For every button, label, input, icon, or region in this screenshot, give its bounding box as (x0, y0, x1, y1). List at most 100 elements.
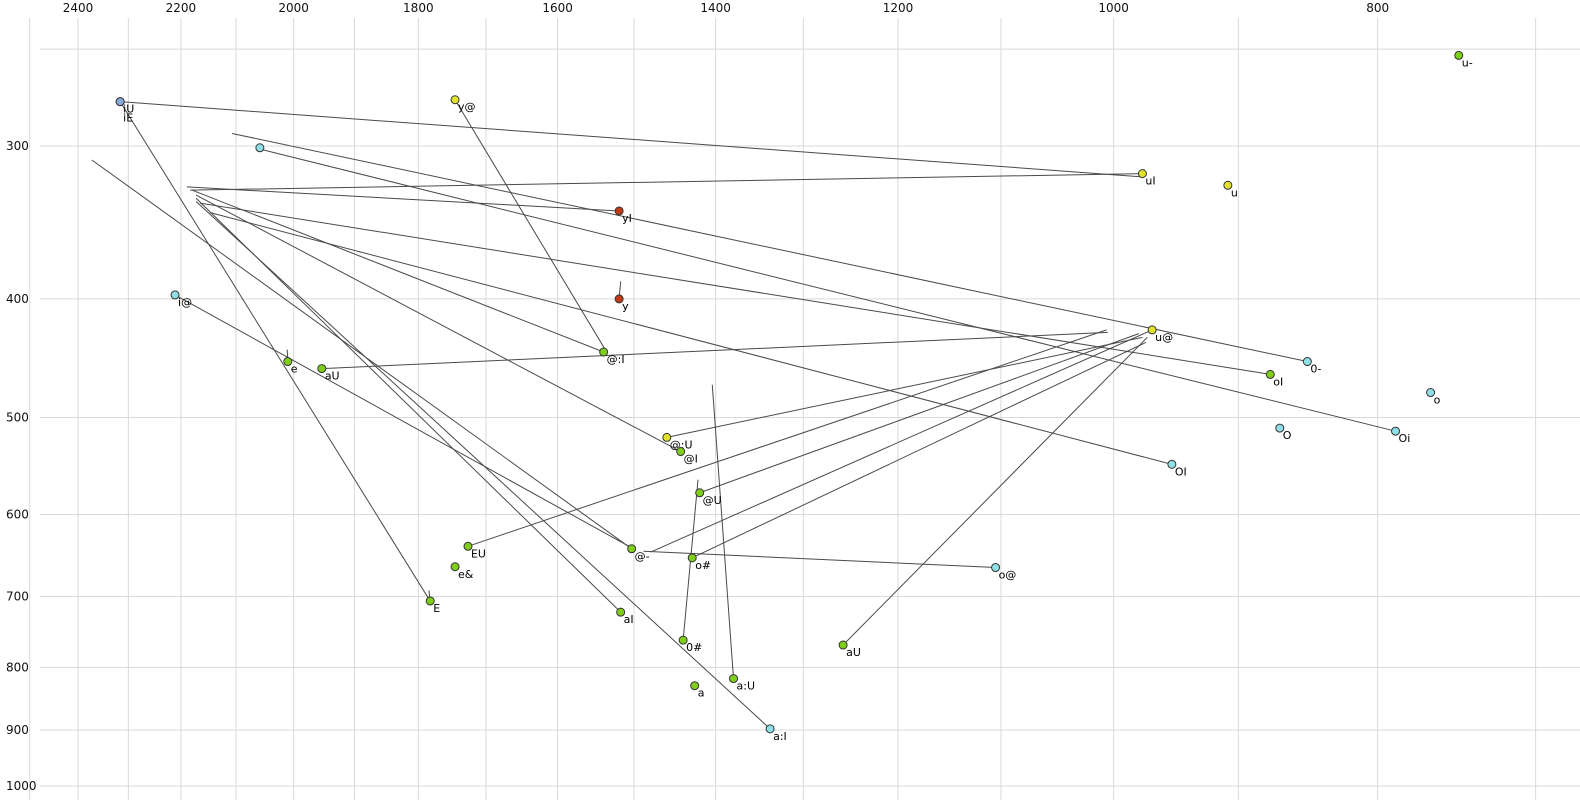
data-point-iE (115, 97, 125, 107)
point-label-aU: aU (846, 646, 861, 659)
trajectory-line-@:U (666, 336, 1143, 438)
trajectory-line-yI (186, 186, 620, 212)
point-label-@:U: @:U (670, 438, 693, 451)
point-label-iU: iU (123, 103, 134, 116)
trajectory-line-aU-front (321, 331, 1108, 370)
point-label-y: y (622, 300, 629, 313)
point-label-uI: uI (1145, 175, 1155, 188)
data-point-i@ (170, 290, 180, 300)
y-tick-label: 700 (6, 589, 29, 603)
x-tick-label: 800 (1366, 1, 1389, 15)
trajectory-line-@:I (192, 189, 604, 353)
trajectory-line-u@ (650, 329, 1153, 553)
data-point-@I (676, 447, 686, 457)
point-label-O: O (1283, 429, 1292, 442)
x-tick-label: 1200 (883, 1, 914, 15)
trajectory-line-0- (231, 132, 1308, 363)
y-tick-label: 500 (6, 411, 29, 425)
x-tick-label: 2200 (166, 1, 197, 15)
data-point-unlabeled (255, 143, 265, 153)
data-point-aU (317, 364, 327, 374)
data-point-u@ (1147, 325, 1157, 335)
point-label-OI: OI (1175, 465, 1187, 478)
point-label-u-: u- (1462, 56, 1473, 69)
point-label-e: e (291, 363, 298, 376)
point-label-o: o (1434, 394, 1441, 407)
trajectory-line-@I (195, 194, 681, 452)
trajectory-line-a:I (195, 201, 771, 730)
trajectory-line-uI (190, 173, 1143, 191)
x-tick-label: 2400 (63, 1, 94, 15)
data-point-y (614, 294, 624, 304)
y-tick-label: 900 (6, 723, 29, 737)
data-point-e& (450, 562, 460, 572)
trajectory-line-o@ (643, 550, 996, 569)
point-label-a: a (698, 687, 705, 700)
point-label-e&: e& (458, 568, 474, 581)
data-point-a:I (765, 724, 775, 734)
x-tick-label: 1800 (403, 1, 434, 15)
point-label-E: E (433, 602, 440, 615)
point-label-@I: @I (684, 453, 698, 466)
x-tick-label: 1600 (542, 1, 573, 15)
data-point-0- (1302, 357, 1312, 367)
x-tick-label: 2000 (278, 1, 309, 15)
data-point-OI (1167, 459, 1177, 469)
point-label-Oi: Oi (1399, 432, 1411, 445)
trajectory-line-y@ (454, 99, 607, 352)
trajectory-line-aU-central (842, 337, 1148, 646)
point-label-i@: i@ (178, 296, 192, 309)
point-label-aI: aI (624, 613, 634, 626)
y-tick-label: 1000 (6, 779, 37, 793)
trajectory-line-OI (209, 212, 1172, 465)
data-point-yI (614, 206, 624, 216)
point-label-@-: @- (635, 550, 650, 563)
data-point-u (1223, 180, 1233, 190)
trajectory-line-iU (120, 101, 1144, 178)
data-point-@U (695, 488, 705, 498)
y-tick-label: 400 (6, 292, 29, 306)
point-label-EU: EU (471, 547, 486, 560)
y-tick-label: 300 (6, 139, 29, 153)
data-point-u- (1454, 50, 1464, 60)
trajectory-line-i@ (174, 294, 636, 551)
data-point-o@ (991, 563, 1001, 573)
data-point-@- (627, 544, 637, 554)
y-tick-label: 600 (6, 507, 29, 521)
point-label-iE: iE (123, 112, 133, 125)
trajectory-line-a:U (711, 384, 735, 679)
y-tick-label: 800 (6, 660, 29, 674)
point-label-0#: 0# (686, 641, 702, 654)
data-point-o (1426, 388, 1436, 398)
point-label-u@: u@ (1155, 331, 1173, 344)
data-point-Oi (1391, 426, 1401, 436)
point-label-yI: yI (622, 212, 632, 225)
data-point-aU (838, 640, 848, 650)
point-label-o#: o# (695, 559, 711, 572)
data-point-e (283, 357, 293, 367)
data-point-@:U (662, 432, 672, 442)
point-label-0-: 0- (1310, 363, 1321, 376)
data-point-o# (687, 553, 697, 563)
point-label-y@: y@ (458, 101, 476, 114)
data-point-O (1275, 423, 1285, 433)
data-point-EU (463, 541, 473, 551)
trajectory-line-@- (91, 159, 632, 550)
trajectory-line-Oi (261, 149, 1396, 432)
data-point-@:I (599, 347, 609, 357)
trajectory-line-EU (467, 329, 1107, 547)
point-label-aU: aU (325, 370, 340, 383)
point-label-a:U: a:U (737, 680, 756, 693)
data-point-a:U (729, 674, 739, 684)
data-point-aI (616, 607, 626, 617)
trajectory-line-aI (195, 197, 622, 613)
data-point-a (690, 681, 700, 691)
point-label-@:I: @:I (607, 353, 625, 366)
point-label-a:I: a:I (773, 730, 787, 743)
data-point-E (425, 596, 435, 606)
data-point-0# (678, 635, 688, 645)
point-label-o@: o@ (999, 569, 1017, 582)
data-point-uI (1137, 169, 1147, 179)
